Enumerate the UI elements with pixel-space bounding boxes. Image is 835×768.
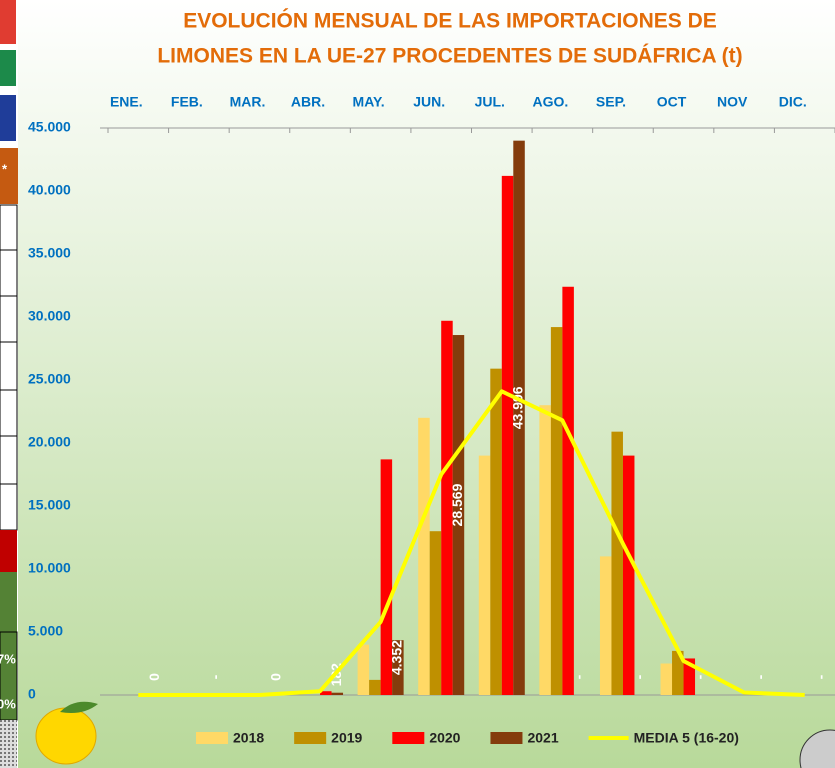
bar <box>501 175 514 695</box>
x-tick-label: AGO. <box>532 94 568 110</box>
bar <box>418 417 430 695</box>
bar <box>429 531 442 695</box>
x-tick-label: ENE. <box>110 94 143 110</box>
y-tick-label: 15.000 <box>28 497 71 513</box>
side-fragments: * 7% 0% <box>0 0 18 768</box>
legend-swatch <box>392 732 425 744</box>
bar <box>672 650 684 695</box>
bar <box>331 692 344 695</box>
bar <box>357 644 370 695</box>
bar <box>320 691 332 695</box>
y-tick-label: 30.000 <box>28 308 71 324</box>
bar <box>369 679 381 695</box>
fragment-text: * <box>2 161 8 176</box>
data-label: - <box>631 674 647 679</box>
bar <box>490 368 502 695</box>
cell <box>0 50 16 86</box>
y-tick-label: 5.000 <box>28 623 63 639</box>
x-tick-label: OCT <box>657 94 687 110</box>
bar <box>562 286 574 695</box>
legend-label: 2021 <box>527 730 558 746</box>
x-tick-label: MAY. <box>353 94 385 110</box>
x-tick-label: MAR. <box>230 94 266 110</box>
data-label: 43.996 <box>510 386 526 429</box>
legend-label: 2018 <box>233 730 264 746</box>
x-tick-label: SEP. <box>596 94 626 110</box>
y-tick-label: 25.000 <box>28 371 71 387</box>
data-label: - <box>813 674 829 679</box>
cell <box>0 530 17 572</box>
legend-label: MEDIA 5 (16-20) <box>634 730 739 746</box>
y-tick-label: 10.000 <box>28 560 71 576</box>
y-tick-label: 35.000 <box>28 245 71 261</box>
x-tick-label: NOV <box>717 94 748 110</box>
legend-label: 2019 <box>331 730 362 746</box>
cell <box>0 95 16 141</box>
bar <box>513 140 525 696</box>
bar <box>611 431 623 695</box>
bar <box>452 335 465 695</box>
bar <box>478 455 491 695</box>
x-tick-label: ABR. <box>291 94 325 110</box>
data-label: 4.352 <box>389 640 405 675</box>
cell <box>0 720 17 768</box>
legend-swatch <box>294 732 327 744</box>
lemon-icon <box>35 701 98 765</box>
bar <box>392 640 404 695</box>
cell <box>0 148 18 204</box>
chart-title: EVOLUCIÓN MENSUAL DE LAS IMPORTACIONES D… <box>183 9 717 33</box>
cell <box>0 0 16 44</box>
data-label: - <box>691 674 707 679</box>
y-tick-label: 40.000 <box>28 182 71 198</box>
x-tick-label: JUN. <box>413 94 445 110</box>
data-label: 0 <box>146 673 162 681</box>
legend-swatch <box>490 732 523 744</box>
y-tick-label: 20.000 <box>28 434 71 450</box>
legend-swatch <box>196 732 228 744</box>
data-label: 0 <box>267 673 283 681</box>
data-label: - <box>207 674 223 679</box>
bar <box>660 663 673 695</box>
data-label: - <box>752 674 768 679</box>
fragment-text: 0% <box>0 696 16 711</box>
bar <box>599 556 612 695</box>
fragment-text: 7% <box>0 651 16 666</box>
bar <box>441 320 453 695</box>
legend-label: 2020 <box>429 730 460 746</box>
x-tick-label: FEB. <box>171 94 203 110</box>
x-tick-label: DIC. <box>779 94 807 110</box>
data-label: - <box>570 674 586 679</box>
bar <box>683 658 696 695</box>
corner-icon <box>799 729 835 768</box>
y-tick-label: 0 <box>28 686 36 702</box>
cell <box>0 204 18 531</box>
bar <box>622 455 635 695</box>
cell <box>0 572 17 632</box>
bar <box>539 405 551 695</box>
x-tick-label: JUL. <box>475 94 505 110</box>
bar <box>380 459 393 695</box>
line <box>138 389 805 697</box>
data-label: 28.569 <box>449 483 465 526</box>
chart-title: LIMONES EN LA UE-27 PROCEDENTES DE SUDÁF… <box>157 45 742 68</box>
bar <box>550 327 563 695</box>
y-tick-label: 45.000 <box>28 119 71 135</box>
